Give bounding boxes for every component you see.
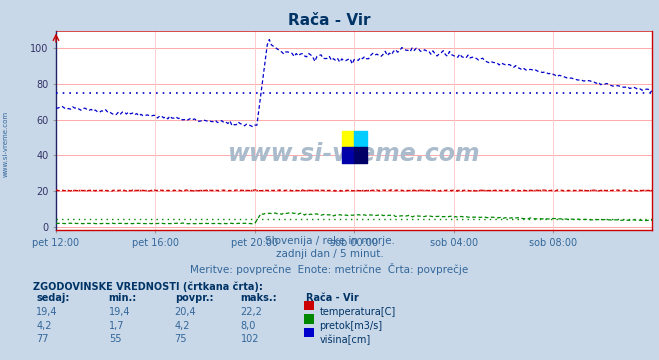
Text: 75: 75 <box>175 334 187 345</box>
Text: povpr.:: povpr.: <box>175 293 213 303</box>
Text: Slovenija / reke in morje.: Slovenija / reke in morje. <box>264 236 395 246</box>
Text: 4,2: 4,2 <box>36 321 52 331</box>
Text: 55: 55 <box>109 334 121 345</box>
Text: temperatura[C]: temperatura[C] <box>320 307 396 317</box>
Text: 8,0: 8,0 <box>241 321 256 331</box>
Text: 1,7: 1,7 <box>109 321 125 331</box>
Text: www.si-vreme.com: www.si-vreme.com <box>228 143 480 166</box>
Text: 19,4: 19,4 <box>109 307 130 317</box>
Text: sedaj:: sedaj: <box>36 293 70 303</box>
Text: 77: 77 <box>36 334 49 345</box>
Text: ZGODOVINSKE VREDNOSTI (črtkana črta):: ZGODOVINSKE VREDNOSTI (črtkana črta): <box>33 282 263 292</box>
Text: www.si-vreme.com: www.si-vreme.com <box>2 111 9 177</box>
Text: 20,4: 20,4 <box>175 307 196 317</box>
Text: zadnji dan / 5 minut.: zadnji dan / 5 minut. <box>275 249 384 260</box>
Text: 4,2: 4,2 <box>175 321 190 331</box>
Text: pretok[m3/s]: pretok[m3/s] <box>320 321 383 331</box>
Text: Meritve: povprečne  Enote: metrične  Črta: povprečje: Meritve: povprečne Enote: metrične Črta:… <box>190 263 469 275</box>
Text: Rača - Vir: Rača - Vir <box>288 13 371 28</box>
Text: maks.:: maks.: <box>241 293 277 303</box>
Text: 102: 102 <box>241 334 259 345</box>
Text: Rača - Vir: Rača - Vir <box>306 293 359 303</box>
Text: min.:: min.: <box>109 293 137 303</box>
Text: 22,2: 22,2 <box>241 307 262 317</box>
Text: 19,4: 19,4 <box>36 307 58 317</box>
Text: višina[cm]: višina[cm] <box>320 334 371 345</box>
